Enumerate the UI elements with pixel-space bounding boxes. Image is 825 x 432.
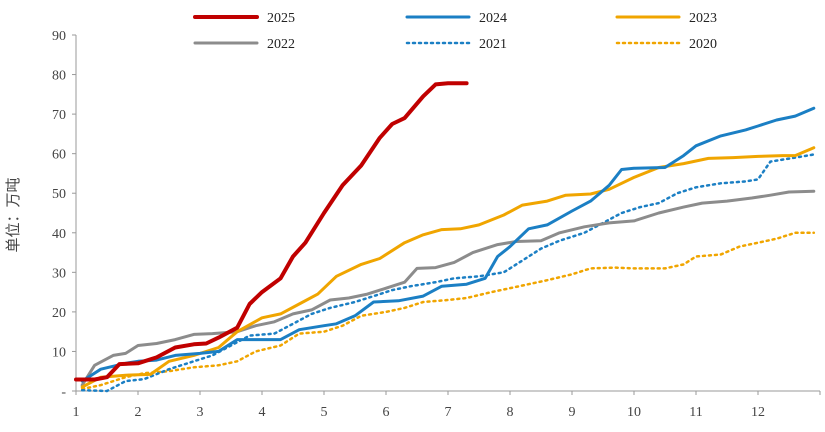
y-tick-label: 10 [52, 345, 66, 360]
series-line-2021 [80, 153, 816, 393]
legend-label-2025: 2025 [267, 11, 295, 26]
legend-label-2021: 2021 [479, 37, 507, 52]
x-tick-label: 9 [569, 405, 576, 420]
x-tick-label: 4 [259, 405, 266, 420]
y-tick-label: 50 [52, 187, 66, 202]
y-tick-label: - [61, 385, 66, 400]
series-line-2020 [80, 231, 816, 391]
x-tick-label: 1 [73, 405, 80, 420]
series-line-2024 [80, 106, 816, 383]
plot-area [74, 81, 816, 393]
y-axis-label: 单位：万吨 [4, 177, 22, 252]
series-line-2023 [80, 146, 816, 389]
x-tick-label: 10 [627, 405, 641, 420]
y-tick-label: 90 [52, 29, 66, 44]
legend-label-2022: 2022 [267, 37, 295, 52]
x-tick-label: 3 [197, 405, 204, 420]
series-line-2025 [74, 81, 469, 382]
y-tick-label: 70 [52, 108, 66, 123]
y-tick-label: 40 [52, 227, 66, 242]
x-tick-label: 2 [135, 405, 142, 420]
x-tick-label: 11 [689, 405, 702, 420]
x-tick-label: 8 [507, 405, 514, 420]
legend-label-2024: 2024 [479, 11, 507, 26]
y-tick-label: 30 [52, 266, 66, 281]
y-tick-label: 60 [52, 148, 66, 163]
legend-label-2023: 2023 [689, 11, 717, 26]
y-tick-label: 20 [52, 306, 66, 321]
x-tick-label: 7 [445, 405, 452, 420]
legend: 2025 2024 2023 2022 2021 2020 [193, 11, 717, 52]
y-tick-label: 80 [52, 69, 66, 84]
series-line-2022 [80, 189, 816, 387]
x-tick-label: 5 [321, 405, 328, 420]
legend-label-2020: 2020 [689, 37, 717, 52]
x-tick-label: 6 [383, 405, 390, 420]
x-tick-label: 12 [751, 405, 765, 420]
